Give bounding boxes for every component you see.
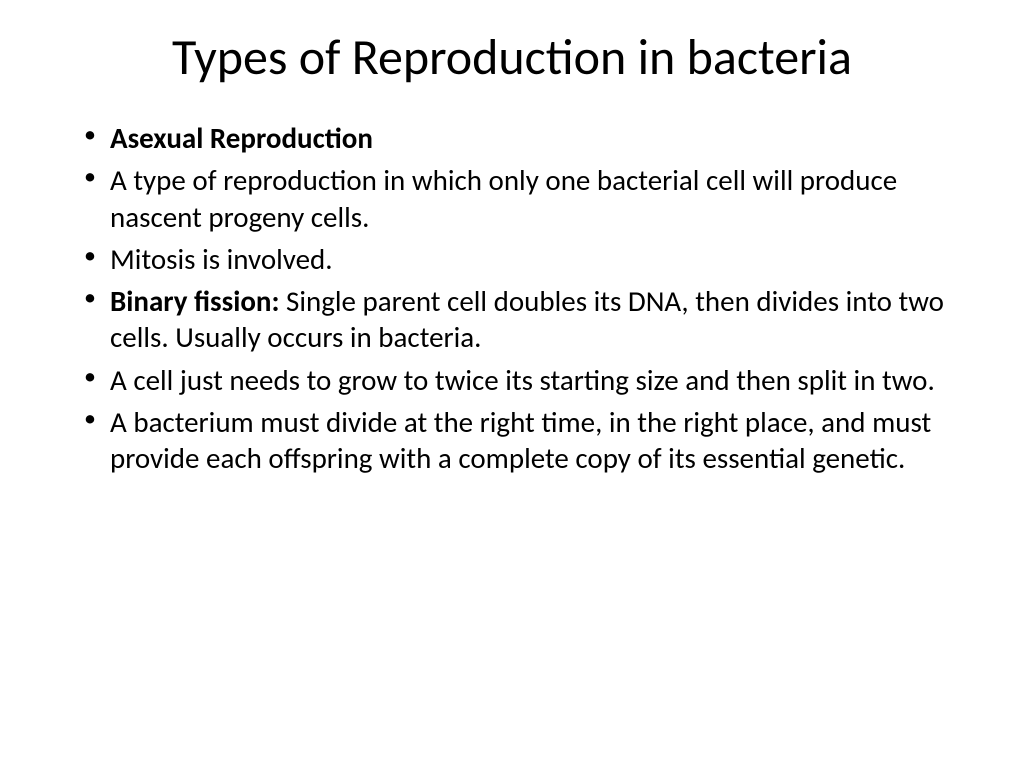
bullet-text: Mitosis is involved.: [110, 241, 333, 277]
bullet-list: Asexual Reproduction A type of reproduct…: [80, 120, 964, 476]
bullet-bold: Binary fission:: [110, 283, 286, 319]
bullet-text: A bacterium must divide at the right tim…: [110, 404, 931, 476]
list-item: A cell just needs to grow to twice its s…: [80, 362, 964, 398]
list-item: Binary fission: Single parent cell doubl…: [80, 283, 964, 356]
list-item: Asexual Reproduction: [80, 120, 964, 156]
list-item: A type of reproduction in which only one…: [80, 162, 964, 235]
bullet-bold: Asexual Reproduction: [110, 120, 373, 156]
bullet-text: A type of reproduction in which only one…: [110, 162, 897, 234]
slide-content: Asexual Reproduction A type of reproduct…: [60, 120, 964, 476]
list-item: A bacterium must divide at the right tim…: [80, 404, 964, 477]
list-item: Mitosis is involved.: [80, 241, 964, 277]
slide-container: Types of Reproduction in bacteria Asexua…: [0, 0, 1024, 768]
bullet-text: A cell just needs to grow to twice its s…: [110, 362, 935, 398]
slide-title: Types of Reproduction in bacteria: [60, 30, 964, 85]
